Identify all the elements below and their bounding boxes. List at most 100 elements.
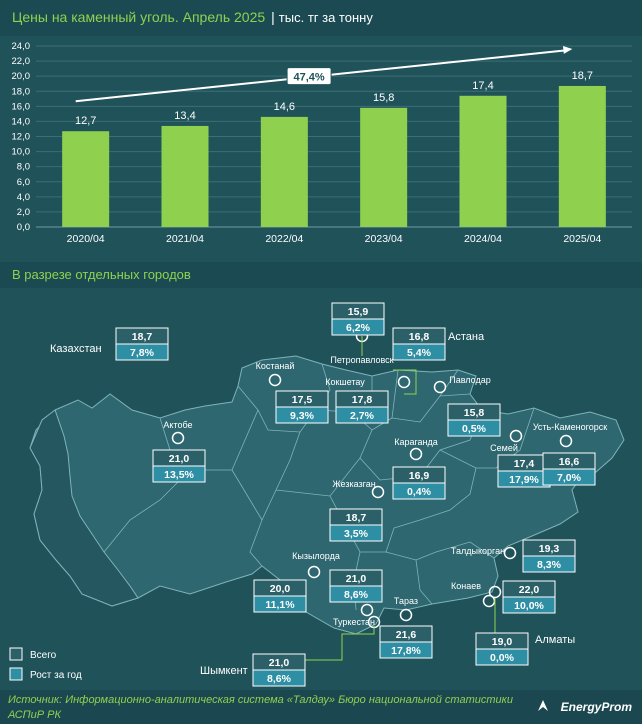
city-tag: 16,8 5,4% [392,327,446,361]
tag-growth-value: 17,9% [509,474,539,486]
tag-growth-box [379,641,433,659]
city-tag: 21,0 13,5% [152,449,206,483]
map-legend: Всего Рост за год [9,647,82,681]
x-tick-label: 2024/04 [464,233,502,245]
city-name: Семей [490,443,518,453]
city-name: Кызылорда [292,551,340,561]
growth-annotation: 47,4% [75,45,573,103]
tag-growth-box [115,343,169,361]
city-dot [371,485,385,499]
growth-label-box [286,67,332,86]
tag-growth-value: 5,4% [407,347,432,359]
city-name: Петропавловск [330,355,393,365]
y-tick-label: 18,0 [12,86,31,97]
tag-growth-box [331,318,385,336]
bar [360,107,408,227]
section-bar: В разрезе отдельных городов [0,262,642,288]
city-dot [171,431,185,445]
tag-total-value: 16,9 [409,470,430,482]
x-tick-label: 2022/04 [265,233,303,245]
x-tick-label: 2021/04 [166,233,204,245]
city-name: Усть-Каменогорск [533,422,607,432]
city-tag: 19,0 0,0% [475,632,529,666]
tag-total-value: 16,6 [559,456,580,468]
tag-growth-value: 17,8% [391,645,421,657]
tag-growth-value: 8,3% [537,559,562,571]
bar-value-label: 18,7 [572,70,593,82]
city-dot [268,373,282,387]
city-name: Кокшетау [325,377,365,387]
x-axis: 2020/04 2021/04 2022/04 2023/04 2024/04 2025/… [67,233,602,245]
city-dot [559,434,573,448]
city-dot [433,380,447,394]
city-dot [503,546,517,560]
city-name: Алматы [535,634,575,646]
city-tag: 20,0 11,1% [253,579,307,613]
tag-growth-value: 3,5% [344,528,369,540]
footer: Источник: Информационно-аналитическая си… [0,690,642,724]
tag-growth-box [502,596,556,614]
y-tick-label: 10,0 [12,147,31,158]
title-unit: тыс. тг за тонну [278,10,373,25]
tag-growth-value: 7,0% [557,472,582,484]
y-tick-label: 20,0 [12,71,31,82]
city-dot [399,608,413,622]
tag-growth-box [475,648,529,666]
city-tags: 18,77,8%Казахстан15,96,2%Петропавловск16… [50,302,607,687]
growth-label: 47,4% [293,72,324,84]
y-axis: 0,0 2,0 4,0 6,0 8,0 10,0 12,0 14,0 16,0 18,0 20,0 2… [12,41,31,233]
page-title: Цены на каменный уголь. Апрель 2025 | тыс.… [12,9,373,25]
city-dot [509,429,523,443]
y-tick-label: 6,0 [17,177,30,188]
tag-growth-box [392,482,446,500]
city-name: Костанай [256,361,295,371]
tag-growth-value: 0,4% [407,486,432,498]
bar [459,95,507,228]
tag-total-value: 21,0 [269,657,290,669]
title-separator: | [271,9,275,25]
tag-growth-value: 8,6% [267,673,292,685]
tag-growth-box [447,419,501,437]
y-tick-label: 2,0 [17,207,30,218]
city-tag: 21,6 17,8% [379,625,433,659]
bar-value-label: 14,6 [274,101,295,113]
city-tag: 18,7 3,5% [329,508,383,542]
tag-growth-value: 10,0% [514,600,544,612]
tag-growth-value: 0,5% [462,423,487,435]
city-dot [409,447,423,461]
city-tag: 22,0 10,0% [502,580,556,614]
tag-growth-box [329,524,383,542]
tag-growth-box [542,468,596,486]
city-tag: 18,7 7,8% [115,327,169,361]
energyprom-logo-icon [538,700,548,711]
tag-growth-box [152,465,206,483]
tag-growth-box [329,585,383,603]
city-name: Астана [448,331,485,343]
legend-swatch-growth [9,667,23,681]
y-tick-label: 0,0 [17,222,30,233]
bar-value-label: 12,7 [75,115,96,127]
tag-total-value: 20,0 [270,583,291,595]
brand-name: EnergyProm [560,700,632,714]
bar [161,125,209,227]
x-tick-label: 2023/04 [365,233,403,245]
city-tag: 21,0 8,6% [252,653,306,687]
tag-growth-value: 13,5% [164,469,194,481]
city-name: Шымкент [200,665,248,677]
bar [558,85,606,228]
title-text: Цены на каменный уголь. Апрель 2025 [12,9,266,25]
tag-growth-value: 9,3% [290,410,315,422]
city-tag: 16,9 0,4% [392,466,446,500]
city-name: Казахстан [50,343,102,355]
tag-total-value: 22,0 [519,584,540,596]
growth-arrow-head [562,45,573,54]
tag-total-value: 16,8 [409,331,430,343]
legend-label-total: Всего [30,650,57,661]
city-name: Талдыкорган [451,546,505,556]
city-dot [307,565,321,579]
legend-label-growth: Рост за год [30,670,82,681]
y-tick-label: 24,0 [12,41,31,52]
chart-bars: 12,7 13,4 14,6 15,8 17,4 18,7 [62,70,606,228]
tag-growth-value: 2,7% [350,410,375,422]
tag-total-value: 18,7 [346,512,367,524]
